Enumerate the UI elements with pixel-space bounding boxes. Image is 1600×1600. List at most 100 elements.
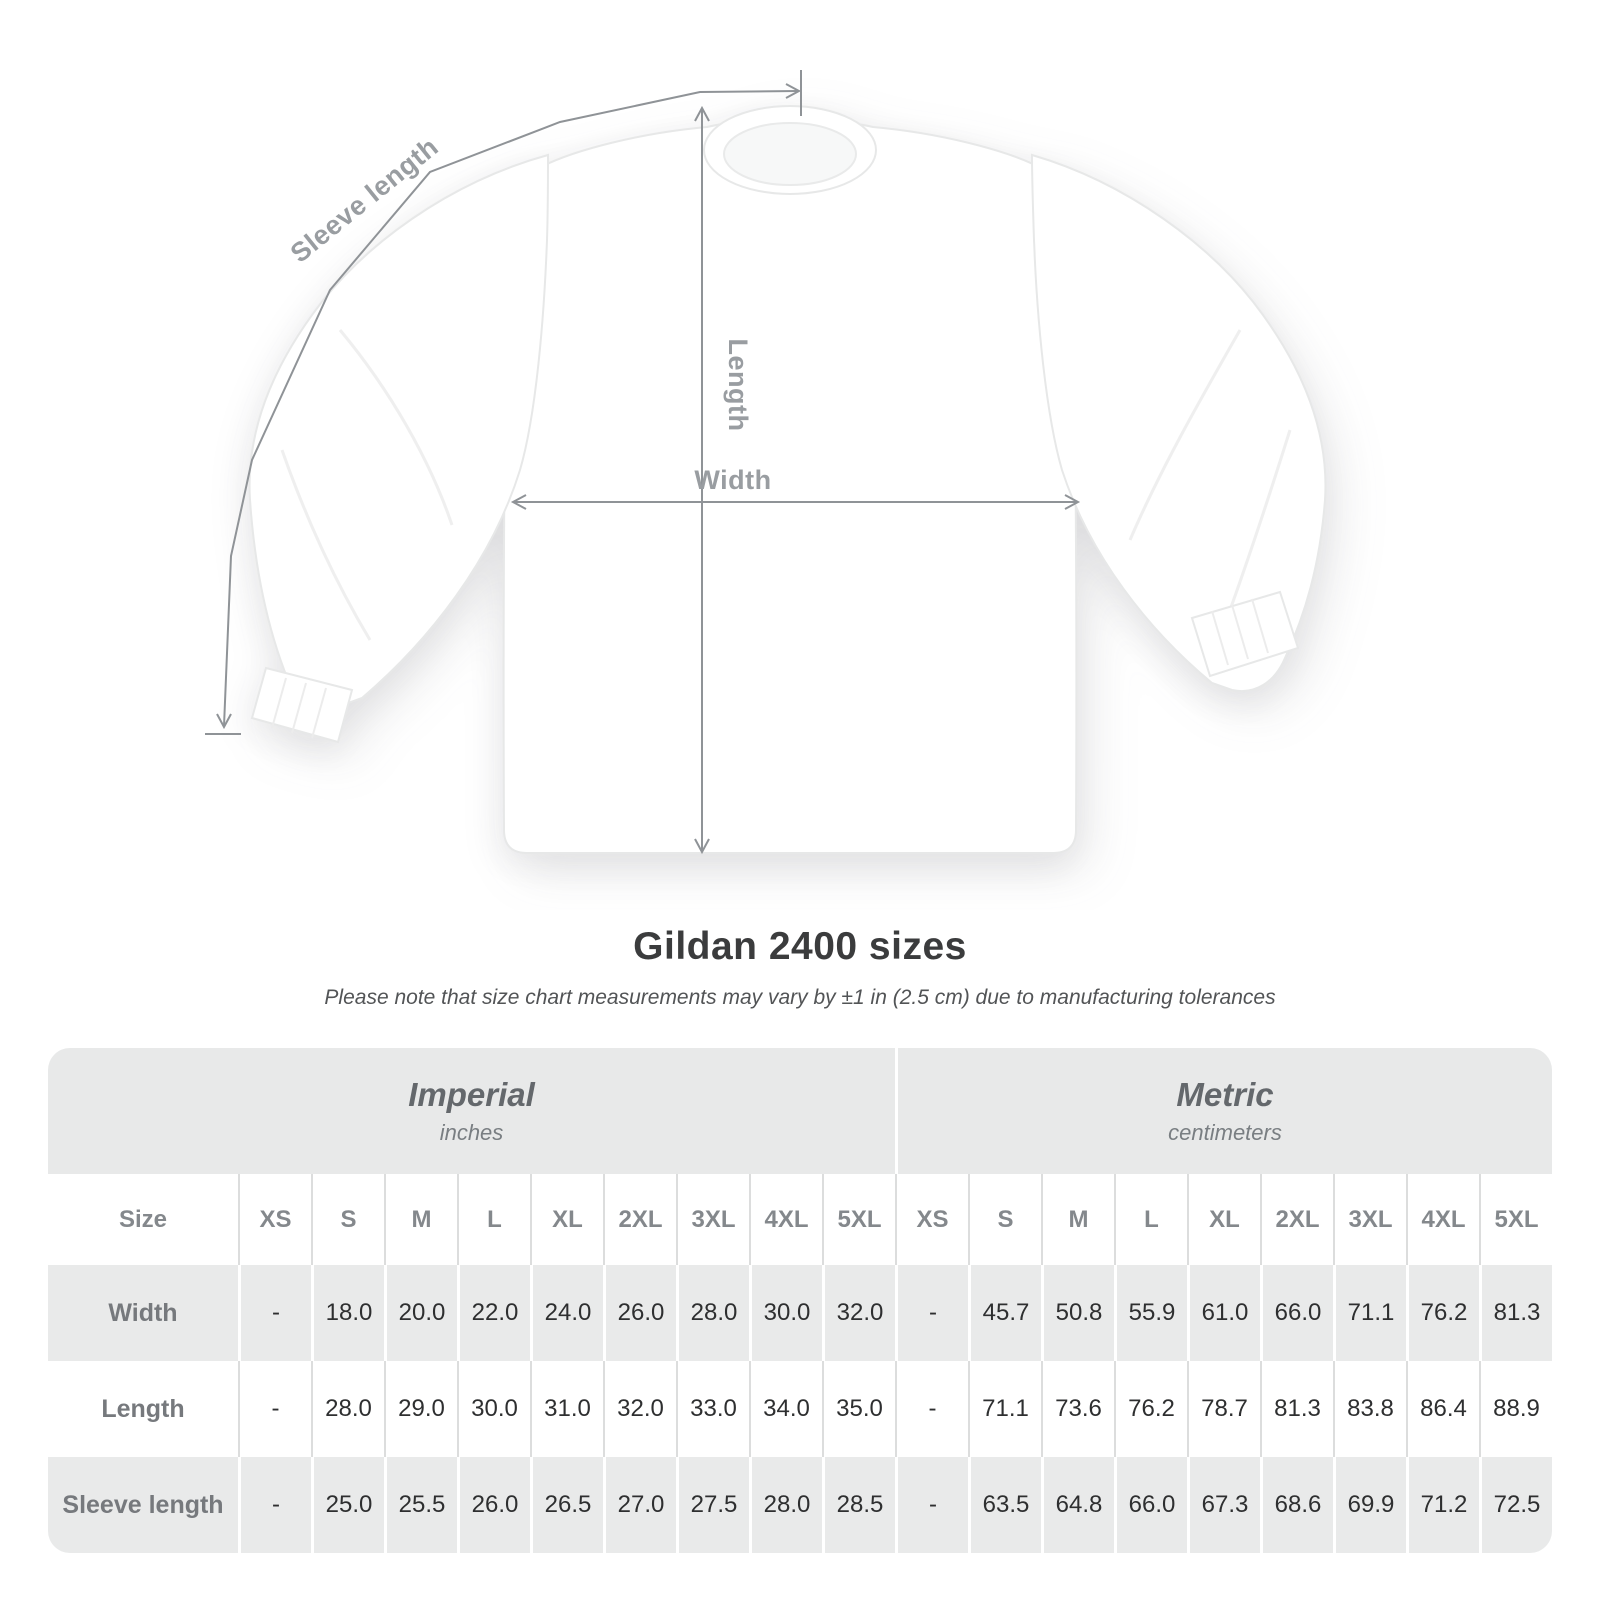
value-cell: 25.0 [311,1457,384,1553]
size-column-header: 3XL [676,1174,749,1265]
value-cell: 76.2 [1406,1265,1479,1361]
sleeve-length-arrow-down-icon [216,713,232,730]
row-label: Length [48,1361,238,1457]
value-cell: 69.9 [1333,1457,1406,1553]
shirt-measurement-diagram: Sleeve length Length Width [205,70,1327,855]
value-cell: 66.0 [1114,1457,1187,1553]
value-cell: 81.3 [1260,1361,1333,1457]
value-cell: 86.4 [1406,1361,1479,1457]
shirt-collar-inner [723,122,857,186]
width-label: Width [694,465,771,495]
size-column-header: 2XL [1260,1174,1333,1265]
value-cell: 25.5 [384,1457,457,1553]
value-cell: 34.0 [749,1361,822,1457]
value-cell: 28.0 [749,1457,822,1553]
value-cell: 55.9 [1114,1265,1187,1361]
sleeve-length-row: Sleeve length - 25.0 25.5 26.0 26.5 27.0… [48,1457,1552,1553]
value-cell: 32.0 [603,1361,676,1457]
value-cell: 78.7 [1187,1361,1260,1457]
size-column-header: 3XL [1333,1174,1406,1265]
value-cell: 72.5 [1479,1457,1552,1553]
value-cell: 31.0 [530,1361,603,1457]
value-cell: 26.5 [530,1457,603,1553]
value-cell: 71.1 [1333,1265,1406,1361]
value-cell: 28.5 [822,1457,895,1553]
size-column-header: S [968,1174,1041,1265]
value-cell: 83.8 [1333,1361,1406,1457]
value-cell: 30.0 [749,1265,822,1361]
size-column-header: L [1114,1174,1187,1265]
value-cell: 30.0 [457,1361,530,1457]
value-cell: 22.0 [457,1265,530,1361]
imperial-group-unit: inches [439,1119,504,1145]
row-label: Width [48,1265,238,1361]
size-column-header: XS [895,1174,968,1265]
imperial-group-title: Imperial [408,1076,535,1114]
value-cell: 76.2 [1114,1361,1187,1457]
value-cell: 27.0 [603,1457,676,1553]
size-chart-table: Imperial inches Metric centimeters Size … [48,1048,1552,1553]
value-cell: 28.0 [311,1361,384,1457]
unit-group-row: Imperial inches Metric centimeters [48,1048,1552,1174]
size-column-header: 2XL [603,1174,676,1265]
value-cell: 73.6 [1041,1361,1114,1457]
value-cell: - [238,1457,311,1553]
value-cell: 71.2 [1406,1457,1479,1553]
size-column-header: S [311,1174,384,1265]
length-label: Length [723,339,753,432]
value-cell: 20.0 [384,1265,457,1361]
value-cell: 26.0 [603,1265,676,1361]
value-cell: - [238,1361,311,1457]
value-cell: 45.7 [968,1265,1041,1361]
value-cell: - [895,1265,968,1361]
size-column-header: 5XL [1479,1174,1552,1265]
size-column-title: Size [48,1174,238,1265]
length-row: Length - 28.0 29.0 30.0 31.0 32.0 33.0 3… [48,1361,1552,1457]
value-cell: 28.0 [676,1265,749,1361]
value-cell: - [895,1457,968,1553]
size-column-header: XL [1187,1174,1260,1265]
value-cell: - [895,1361,968,1457]
sleeve-length-arrow-right-icon [785,83,802,99]
size-column-header: 4XL [1406,1174,1479,1265]
width-arrow-right-icon [1064,494,1081,510]
value-cell: 18.0 [311,1265,384,1361]
width-row: Width - 18.0 20.0 22.0 24.0 26.0 28.0 30… [48,1265,1552,1361]
shirt-illustration [248,105,1327,854]
size-column-header: M [1041,1174,1114,1265]
value-cell: - [238,1265,311,1361]
value-cell: 66.0 [1260,1265,1333,1361]
row-label: Sleeve length [48,1457,238,1553]
metric-group-title: Metric [1176,1076,1274,1114]
value-cell: 32.0 [822,1265,895,1361]
value-cell: 50.8 [1041,1265,1114,1361]
width-arrow-left-icon [510,494,527,510]
size-column-header: 4XL [749,1174,822,1265]
value-cell: 61.0 [1187,1265,1260,1361]
size-column-header: M [384,1174,457,1265]
size-column-header: XS [238,1174,311,1265]
value-cell: 29.0 [384,1361,457,1457]
page-subtitle: Please note that size chart measurements… [324,986,1276,1009]
value-cell: 81.3 [1479,1265,1552,1361]
value-cell: 88.9 [1479,1361,1552,1457]
value-cell: 64.8 [1041,1457,1114,1553]
length-arrow-up-icon [694,105,710,122]
value-cell: 26.0 [457,1457,530,1553]
value-cell: 63.5 [968,1457,1041,1553]
value-cell: 67.3 [1187,1457,1260,1553]
shirt-right-sleeve [1030,153,1327,693]
size-column-header: XL [530,1174,603,1265]
value-cell: 35.0 [822,1361,895,1457]
shirt-body [502,118,1078,854]
page-title: Gildan 2400 sizes [633,925,967,968]
shirt-right-cuff [1190,590,1300,678]
value-cell: 27.5 [676,1457,749,1553]
sleeve-length-line [223,90,799,727]
metric-group-unit: centimeters [1168,1119,1282,1145]
value-cell: 71.1 [968,1361,1041,1457]
value-cell: 24.0 [530,1265,603,1361]
size-column-header: L [457,1174,530,1265]
length-arrow-down-icon [694,838,710,855]
